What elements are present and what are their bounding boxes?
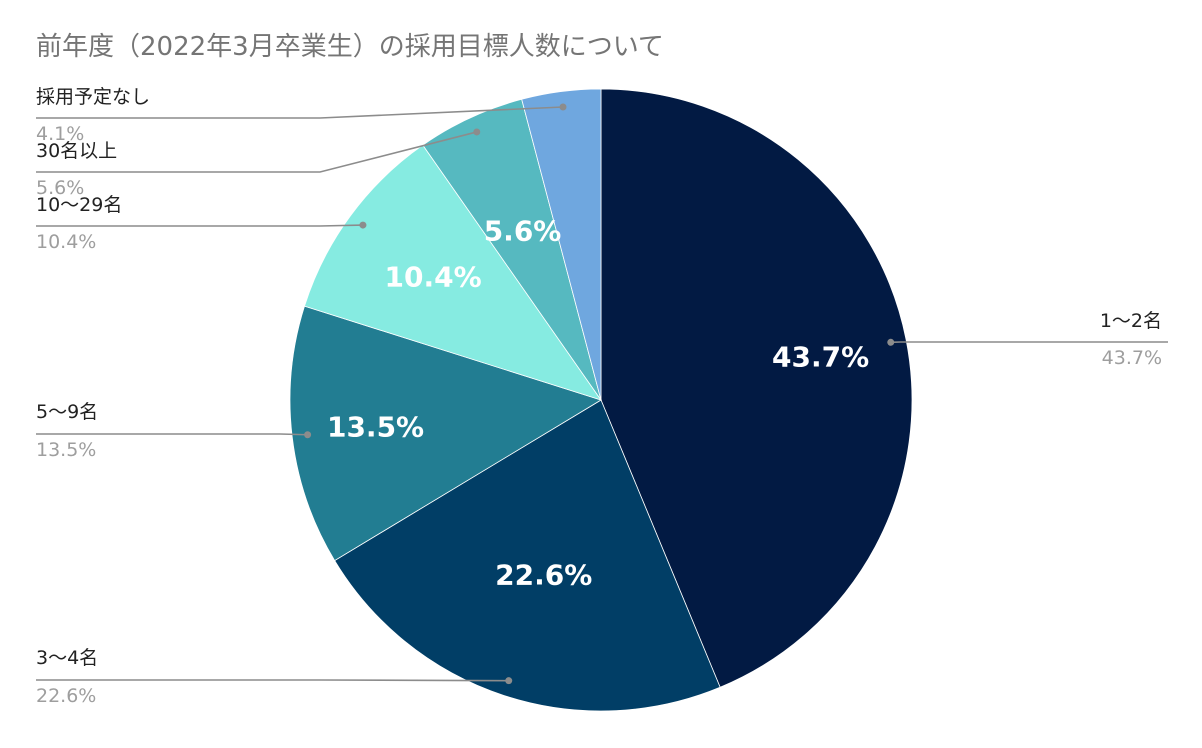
slice-6-percent-label: 4.1%: [36, 123, 84, 145]
slice-4-percent-label: 10.4%: [36, 231, 96, 253]
chart-title: 前年度（2022年3月卒業生）の採用目標人数について: [36, 32, 664, 62]
callouts-group: 1〜2名 43.7% 3〜4名 22.6% 5〜9名 13.5% 10〜29名 10.4% 30…: [36, 86, 1168, 707]
slice-1-leader-dot: [887, 338, 895, 346]
slice-4-wedge: [304, 144, 603, 401]
slice-1-value-label: 43.7%: [772, 340, 869, 373]
slice-6-wedge: [521, 88, 602, 401]
slice-1-wedge: [600, 88, 913, 688]
slice-5-leader-line: [36, 131, 477, 173]
slice-1-percent-label: 43.7%: [1102, 347, 1162, 369]
slice-5-percent-label: 5.6%: [36, 177, 84, 199]
slice-labels-group: 43.7% 22.6% 13.5% 10.4%5.6%: [327, 215, 869, 592]
slice-5-category-label: 30名以上: [36, 140, 117, 162]
slice-1-category-label: 1〜2名: [1100, 310, 1162, 332]
slice-6-leader-dot: [559, 103, 567, 111]
slice-5-value-label: 5.6%: [484, 215, 562, 248]
slice-3-wedge: [289, 305, 602, 562]
slice-3-leader-line: [36, 433, 308, 436]
slice-3-category-label: 5〜9名: [36, 401, 98, 423]
slice-2-category-label: 3〜4名: [36, 647, 98, 669]
slice-3-leader-dot: [304, 431, 312, 439]
slice-4-value-label: 10.4%: [385, 261, 482, 294]
slice-6-leader-line: [36, 106, 564, 119]
slice-4-leader-line: [36, 224, 363, 227]
slice-6-category-label: 採用予定なし: [36, 86, 150, 108]
slice-5-leader-dot: [473, 128, 481, 136]
slice-2-wedge: [334, 399, 721, 712]
slices-group: [289, 88, 913, 712]
slice-2-value-label: 22.6%: [495, 558, 592, 591]
slice-3-value-label: 13.5%: [327, 411, 424, 444]
slice-2-leader-dot: [505, 677, 513, 685]
slice-4-leader-dot: [359, 221, 367, 229]
slice-3-percent-label: 13.5%: [36, 439, 96, 461]
slice-2-percent-label: 22.6%: [36, 685, 96, 707]
slice-4-category-label: 10〜29名: [36, 194, 122, 216]
slice-2-leader-line: [36, 679, 509, 682]
